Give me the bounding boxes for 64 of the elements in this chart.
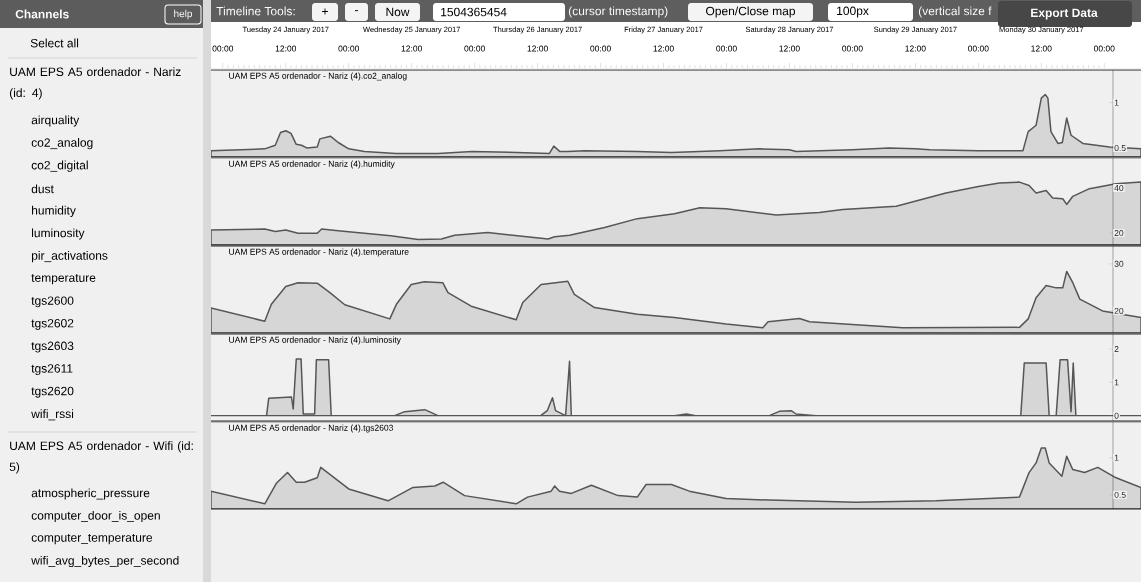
chart-title: UAM EPS A5 ordenador - Nariz (4).luminosity (229, 336, 401, 345)
text: help (174, 9, 193, 20)
y-tick-label: 1 (1114, 379, 1119, 386)
text: computer_temperature (31, 533, 153, 545)
x-tick-label: 12:00 (527, 45, 548, 52)
text: co2_analog (31, 138, 93, 150)
chart-title: UAM EPS A5 ordenador - Nariz (4).co2_analog (229, 72, 407, 81)
text: temperature (31, 274, 96, 285)
y-tick-label: 1 (1114, 454, 1119, 461)
chart-title: UAM EPS A5 ordenador - Nariz (4).tgs2603 (229, 424, 394, 433)
text: Export Data (1031, 8, 1098, 20)
text: atmospheric_pressure (31, 488, 150, 500)
x-tick-label: 12:00 (779, 45, 800, 52)
x-tick-label: 00:00 (1093, 45, 1115, 52)
text: Timeline Tools: (216, 6, 295, 16)
x-tick-label: 12:00 (401, 45, 422, 52)
text: tgs2620 (31, 386, 74, 398)
text: tgs2602 (31, 318, 74, 330)
x-tick-label: 00:00 (842, 45, 863, 52)
y-tick-label: 2 (1114, 346, 1119, 352)
y-tick-label: 1 (1114, 99, 1119, 106)
text: wifi_rssi (31, 409, 74, 421)
text: UAM EPS A5 ordenador - Nariz (id: 4) (9, 67, 181, 100)
y-tick-label: 0.5 (1114, 144, 1126, 151)
y-tick-label: 40 (1114, 184, 1124, 191)
x-tick-label: 00:00 (212, 45, 234, 52)
y-tick-label: 20 (1114, 307, 1124, 314)
text: computer_door_is_open (31, 510, 160, 523)
x-tick-label: 12:00 (275, 45, 297, 52)
text: 1504365454 (441, 7, 507, 17)
chart-title: UAM EPS A5 ordenador - Nariz (4).temperature (229, 248, 409, 257)
text: + (322, 8, 328, 15)
x-tick-label: 12:00 (653, 45, 674, 52)
text: Channels (15, 9, 69, 19)
text: dust (31, 184, 54, 194)
x-tick-label: 00:00 (968, 45, 989, 52)
text: luminosity (32, 228, 85, 240)
y-tick-label: 20 (1114, 230, 1124, 237)
text: UAM EPS A5 ordenador - Wifi (id: 5) (9, 441, 193, 474)
text: humidity (32, 205, 76, 217)
text: airquality (31, 115, 80, 127)
chart-title: UAM EPS A5 ordenador - Nariz (4).humidity (229, 160, 395, 169)
y-tick-label: 0 (1114, 412, 1119, 419)
x-tick-label: 00:00 (464, 45, 485, 52)
x-tick-label: 00:00 (590, 45, 611, 52)
text: tgs2611 (31, 364, 73, 376)
text: wifi_avg_bytes_per_second (31, 555, 179, 568)
text: Open/Close map (706, 6, 795, 18)
text: (cursor timestamp) (568, 6, 668, 18)
x-tick-label: 12:00 (1031, 45, 1052, 52)
text: pir_activations (31, 251, 108, 263)
text: Now (386, 7, 410, 17)
text: (vertical size f (918, 6, 992, 18)
x-tick-label: 00:00 (338, 45, 360, 52)
text: co2_digital (31, 160, 88, 172)
x-tick-label: 12:00 (905, 45, 926, 52)
y-tick-label: 0.5 (1114, 491, 1126, 498)
text: Select all (30, 38, 79, 48)
text: tgs2600 (31, 296, 74, 308)
text: - (355, 10, 358, 12)
y-tick-label: 30 (1114, 260, 1124, 267)
x-tick-label: 00:00 (716, 45, 737, 52)
text: 100px (837, 6, 869, 18)
text: tgs2603 (31, 341, 74, 353)
